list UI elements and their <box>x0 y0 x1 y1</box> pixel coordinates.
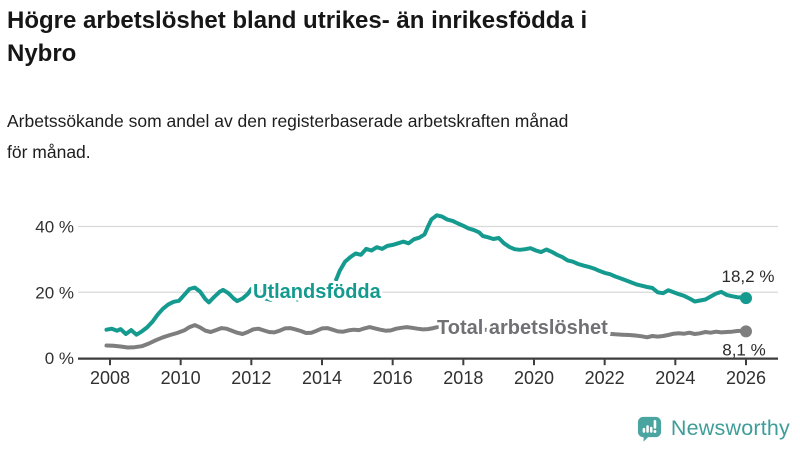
chart-axes: 0 % 20 % 40 % 2008 2010 2012 2014 2016 2018 2020 2… <box>35 218 778 388</box>
x-axis-tick-label: 2012 <box>231 368 271 388</box>
series-end-dot <box>739 292 752 305</box>
series-inline-label: Total arbetslöshet <box>437 317 608 339</box>
page-subtitle-line-2: för månad. <box>7 142 91 162</box>
chart-gridlines <box>78 225 778 293</box>
page-title-line-2: Nybro <box>7 40 77 67</box>
x-axis-tick-label: 2010 <box>161 368 201 388</box>
newsworthy-logo-link[interactable]: Newsworthy <box>636 412 790 444</box>
series-end-dot <box>739 325 752 338</box>
chart-annotations: Utlandsfödda Total arbetslöshet 18,2 % 8,1 … <box>250 267 775 359</box>
series-end-value-label: 8,1 % <box>722 340 765 359</box>
x-axis-tick-label: 2014 <box>302 368 342 388</box>
series-line-utlandsfodda <box>104 213 748 337</box>
series-inline-label: Utlandsfödda <box>253 281 382 303</box>
x-axis-tick-label: 2020 <box>514 368 554 388</box>
x-axis-tick-label: 2018 <box>443 368 483 388</box>
x-axis-tick-label: 2008 <box>90 368 130 388</box>
page-title: Högre arbetslöshet bland utrikes- än inr… <box>7 4 770 70</box>
series-line-total <box>104 323 748 350</box>
y-axis-tick-label: 0 % <box>45 349 74 368</box>
page-subtitle: Arbetssökande som andel av den registerb… <box>7 106 780 168</box>
series-end-value-label: 18,2 % <box>722 267 775 286</box>
x-axis-tick-label: 2022 <box>585 368 625 388</box>
x-axis-tick-label: 2026 <box>726 368 766 388</box>
x-axis-tick-label: 2016 <box>373 368 413 388</box>
chart-series <box>104 213 748 350</box>
y-axis-tick-label: 20 % <box>35 283 74 302</box>
page-subtitle-line-1: Arbetssökande som andel av den registerb… <box>7 111 569 131</box>
x-axis-tick-label: 2024 <box>655 368 695 388</box>
newsworthy-speech-bubble-chart-icon <box>637 416 661 442</box>
page-title-line-1: Högre arbetslöshet bland utrikes- än inr… <box>7 7 588 34</box>
y-axis-tick-label: 40 % <box>35 218 74 237</box>
newsworthy-wordmark: Newsworthy <box>670 415 790 440</box>
